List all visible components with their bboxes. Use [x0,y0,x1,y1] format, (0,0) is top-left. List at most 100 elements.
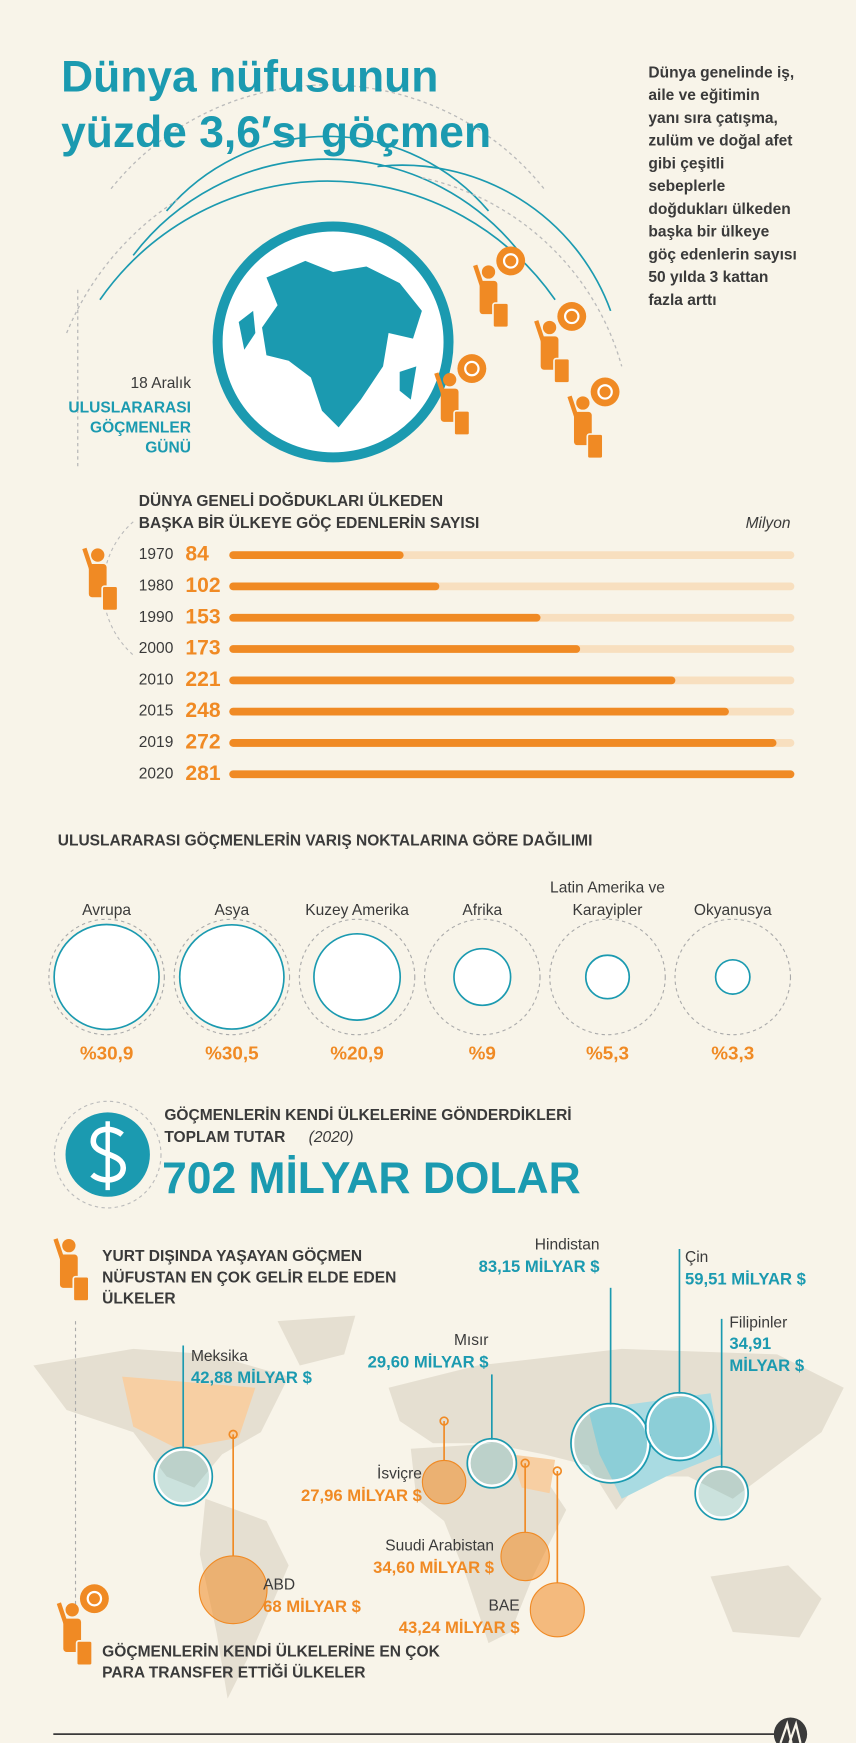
value-label: 153 [185,605,220,628]
icon-head [91,548,105,562]
category-label: Kuzey Amerika [305,900,409,919]
icon-badge [557,301,587,331]
value-label: 27,96 MİLYAR $ [301,1486,423,1505]
logo-mark [779,1720,802,1743]
person-icon [56,1584,109,1667]
person-icon [82,547,119,612]
value-label: 43,24 MİLYAR $ [399,1618,521,1637]
icon-badge [79,1584,109,1614]
person-icon [473,246,526,329]
intro-line: aile ve eğitimin [648,87,759,104]
person-icon [434,354,487,437]
icon-suitcase [586,433,604,460]
value-label: %9 [469,1043,496,1064]
icon-suitcase [453,409,471,437]
category-label: Okyanusya [693,900,772,919]
date: 18 Aralık [131,375,192,392]
value-label: 68 MİLYAR $ [263,1597,361,1616]
category-label: Afrika [462,900,503,919]
person-icon [534,301,587,384]
arc [165,135,490,212]
icon-arm [434,372,446,394]
intro-line: Dünya genelinde iş, [648,64,794,81]
legend-label: YURT DIŞINDA YAŞAYAN GÖÇMEN NÜFUSTAN EN … [102,1246,397,1307]
country-label: Filipinler [729,1314,787,1331]
icon-badge-inner [597,384,613,400]
arc [66,199,179,334]
day-name: ULUSLARARASI [68,400,191,417]
value-label: 173 [185,637,220,660]
person-icon [53,1238,90,1302]
bubble [500,1531,550,1582]
outer-circle [298,918,416,1036]
globe-land [238,310,256,350]
bubble [468,1439,516,1487]
intro-line: göç edenlerin sayısı [648,246,796,263]
unit-label: Milyon [746,515,791,532]
bubble-ring [466,1437,518,1489]
arc [377,164,612,312]
category-label-box: Afrika [462,900,503,919]
category-label: 2020 [139,765,174,782]
leader-dot [520,1458,530,1468]
category-label: 1980 [139,578,174,595]
continent [277,1315,356,1366]
bubble-ring [153,1446,214,1507]
intro-line: zulüm ve doğal afet [648,133,792,150]
icon-badge [496,246,526,276]
country-label: İsviçre [377,1464,422,1482]
category-label-box: Avrupa [82,900,131,918]
icon-arm [473,264,484,287]
category-label: 1970 [139,546,174,563]
bubble [155,1448,212,1505]
value-label: %30,9 [80,1043,133,1064]
title: yüzde 3,6′sı göçmen [61,108,491,157]
value-label: 84 [185,543,209,566]
icon-head [576,396,590,410]
legend-label-box: GÖÇMENLERİN KENDİ ÜLKELERİNE EN ÇOK PARA… [102,1642,440,1681]
remittance-title: TOPLAM TUTAR [164,1129,285,1146]
country-label: Mısır [454,1332,489,1349]
intro-line: gibi çeşitli [648,155,724,172]
category-label: 2015 [139,703,174,720]
bubble [198,1555,268,1625]
share-circle [584,954,631,1000]
badge-ring [53,1100,162,1209]
share-circle [53,923,160,1031]
intro-line: başka bir ülkeye [648,224,769,241]
category-label: 2010 [139,671,174,688]
bubble [572,1404,650,1482]
icon-badge-inner [502,253,519,269]
icon-arm [534,320,546,342]
category-label: 1990 [139,609,174,626]
share-circle [714,958,751,995]
icon-suitcase [101,585,119,612]
value-label: %30,5 [205,1043,258,1064]
country-label: ABD [263,1576,295,1593]
category-label: Latin Amerika ve Karayipler [550,878,665,919]
icon-badge-inner [563,308,580,325]
icon-head [442,373,457,387]
value-label: %3,3 [711,1043,754,1064]
icon-head [481,265,496,279]
category-label-box: Okyanusya [693,900,772,919]
globe [212,221,454,463]
outer-circle [48,918,165,1036]
globe-land [262,260,422,428]
day-name: GÜNÜ [145,440,191,457]
globe-land [399,366,417,400]
value-label: 83,15 MİLYAR $ [479,1257,601,1276]
value-label: 34,60 MİLYAR $ [373,1558,495,1577]
remittance-title: GÖÇMENLERİN KENDİ ÜLKELERİNE GÖNDERDİKLE… [164,1107,571,1124]
icon-head [65,1603,79,1617]
value-label: 102 [185,574,220,597]
outer-circle [424,918,541,1036]
value-label: 221 [185,668,220,691]
bubble [646,1393,713,1460]
icon-badge-inner [464,360,480,377]
bubble [696,1467,748,1519]
arc [110,84,545,190]
bubble [529,1582,585,1638]
country-label: Suudi Arabistan [385,1538,494,1555]
